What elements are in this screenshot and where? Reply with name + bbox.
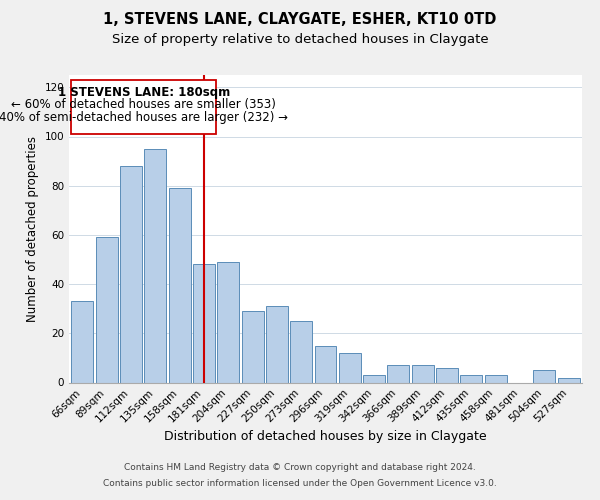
Bar [557, 378, 580, 382]
Text: ← 60% of detached houses are smaller (353): ← 60% of detached houses are smaller (35… [11, 98, 276, 112]
Bar [485, 375, 506, 382]
Text: 1 STEVENS LANE: 180sqm: 1 STEVENS LANE: 180sqm [58, 86, 230, 99]
Bar [266, 306, 288, 382]
Bar [533, 370, 555, 382]
Bar [145, 149, 166, 382]
Text: Contains public sector information licensed under the Open Government Licence v3: Contains public sector information licen… [103, 478, 497, 488]
Text: Contains HM Land Registry data © Crown copyright and database right 2024.: Contains HM Land Registry data © Crown c… [124, 464, 476, 472]
Bar [71, 302, 94, 382]
Text: Size of property relative to detached houses in Claygate: Size of property relative to detached ho… [112, 32, 488, 46]
FancyBboxPatch shape [71, 80, 216, 134]
Bar [460, 375, 482, 382]
Bar [412, 366, 434, 382]
Bar [96, 238, 118, 382]
Bar [120, 166, 142, 382]
Bar [193, 264, 215, 382]
Text: 40% of semi-detached houses are larger (232) →: 40% of semi-detached houses are larger (… [0, 110, 288, 124]
Bar [339, 353, 361, 382]
Bar [290, 321, 312, 382]
Bar [217, 262, 239, 382]
Bar [242, 311, 263, 382]
Text: 1, STEVENS LANE, CLAYGATE, ESHER, KT10 0TD: 1, STEVENS LANE, CLAYGATE, ESHER, KT10 0… [103, 12, 497, 28]
Bar [363, 375, 385, 382]
Bar [388, 366, 409, 382]
Y-axis label: Number of detached properties: Number of detached properties [26, 136, 39, 322]
Bar [169, 188, 191, 382]
Bar [314, 346, 337, 383]
Bar [436, 368, 458, 382]
X-axis label: Distribution of detached houses by size in Claygate: Distribution of detached houses by size … [164, 430, 487, 443]
